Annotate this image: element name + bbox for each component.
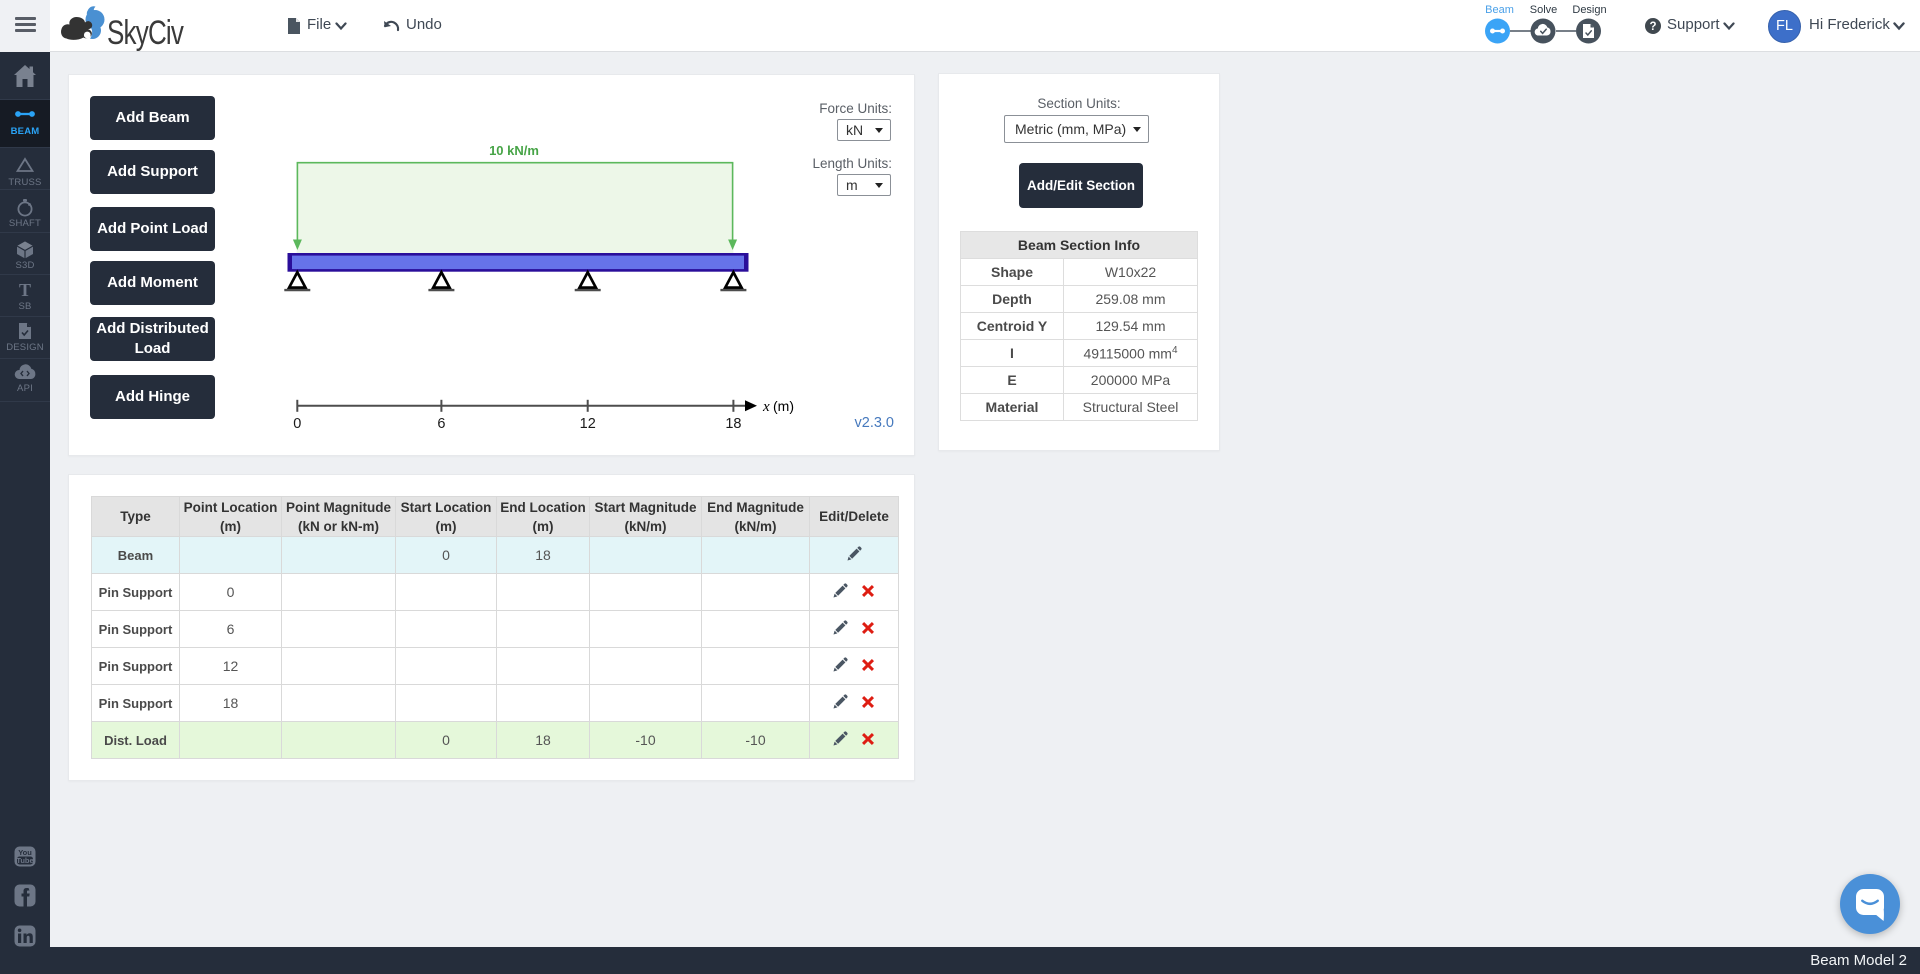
svg-text:6: 6 <box>437 416 445 432</box>
svg-text:Tube: Tube <box>16 856 33 865</box>
svg-text:12: 12 <box>580 416 596 432</box>
svg-text:You: You <box>18 848 32 857</box>
svg-text:v2.3.0: v2.3.0 <box>855 415 895 431</box>
svg-text:(m): (m) <box>773 398 794 414</box>
svg-text:0: 0 <box>293 416 301 432</box>
svg-text:18: 18 <box>725 416 741 432</box>
svg-text:x: x <box>762 399 770 415</box>
svg-text:?: ? <box>1649 21 1656 33</box>
svg-text:10 kN/m: 10 kN/m <box>489 143 539 158</box>
